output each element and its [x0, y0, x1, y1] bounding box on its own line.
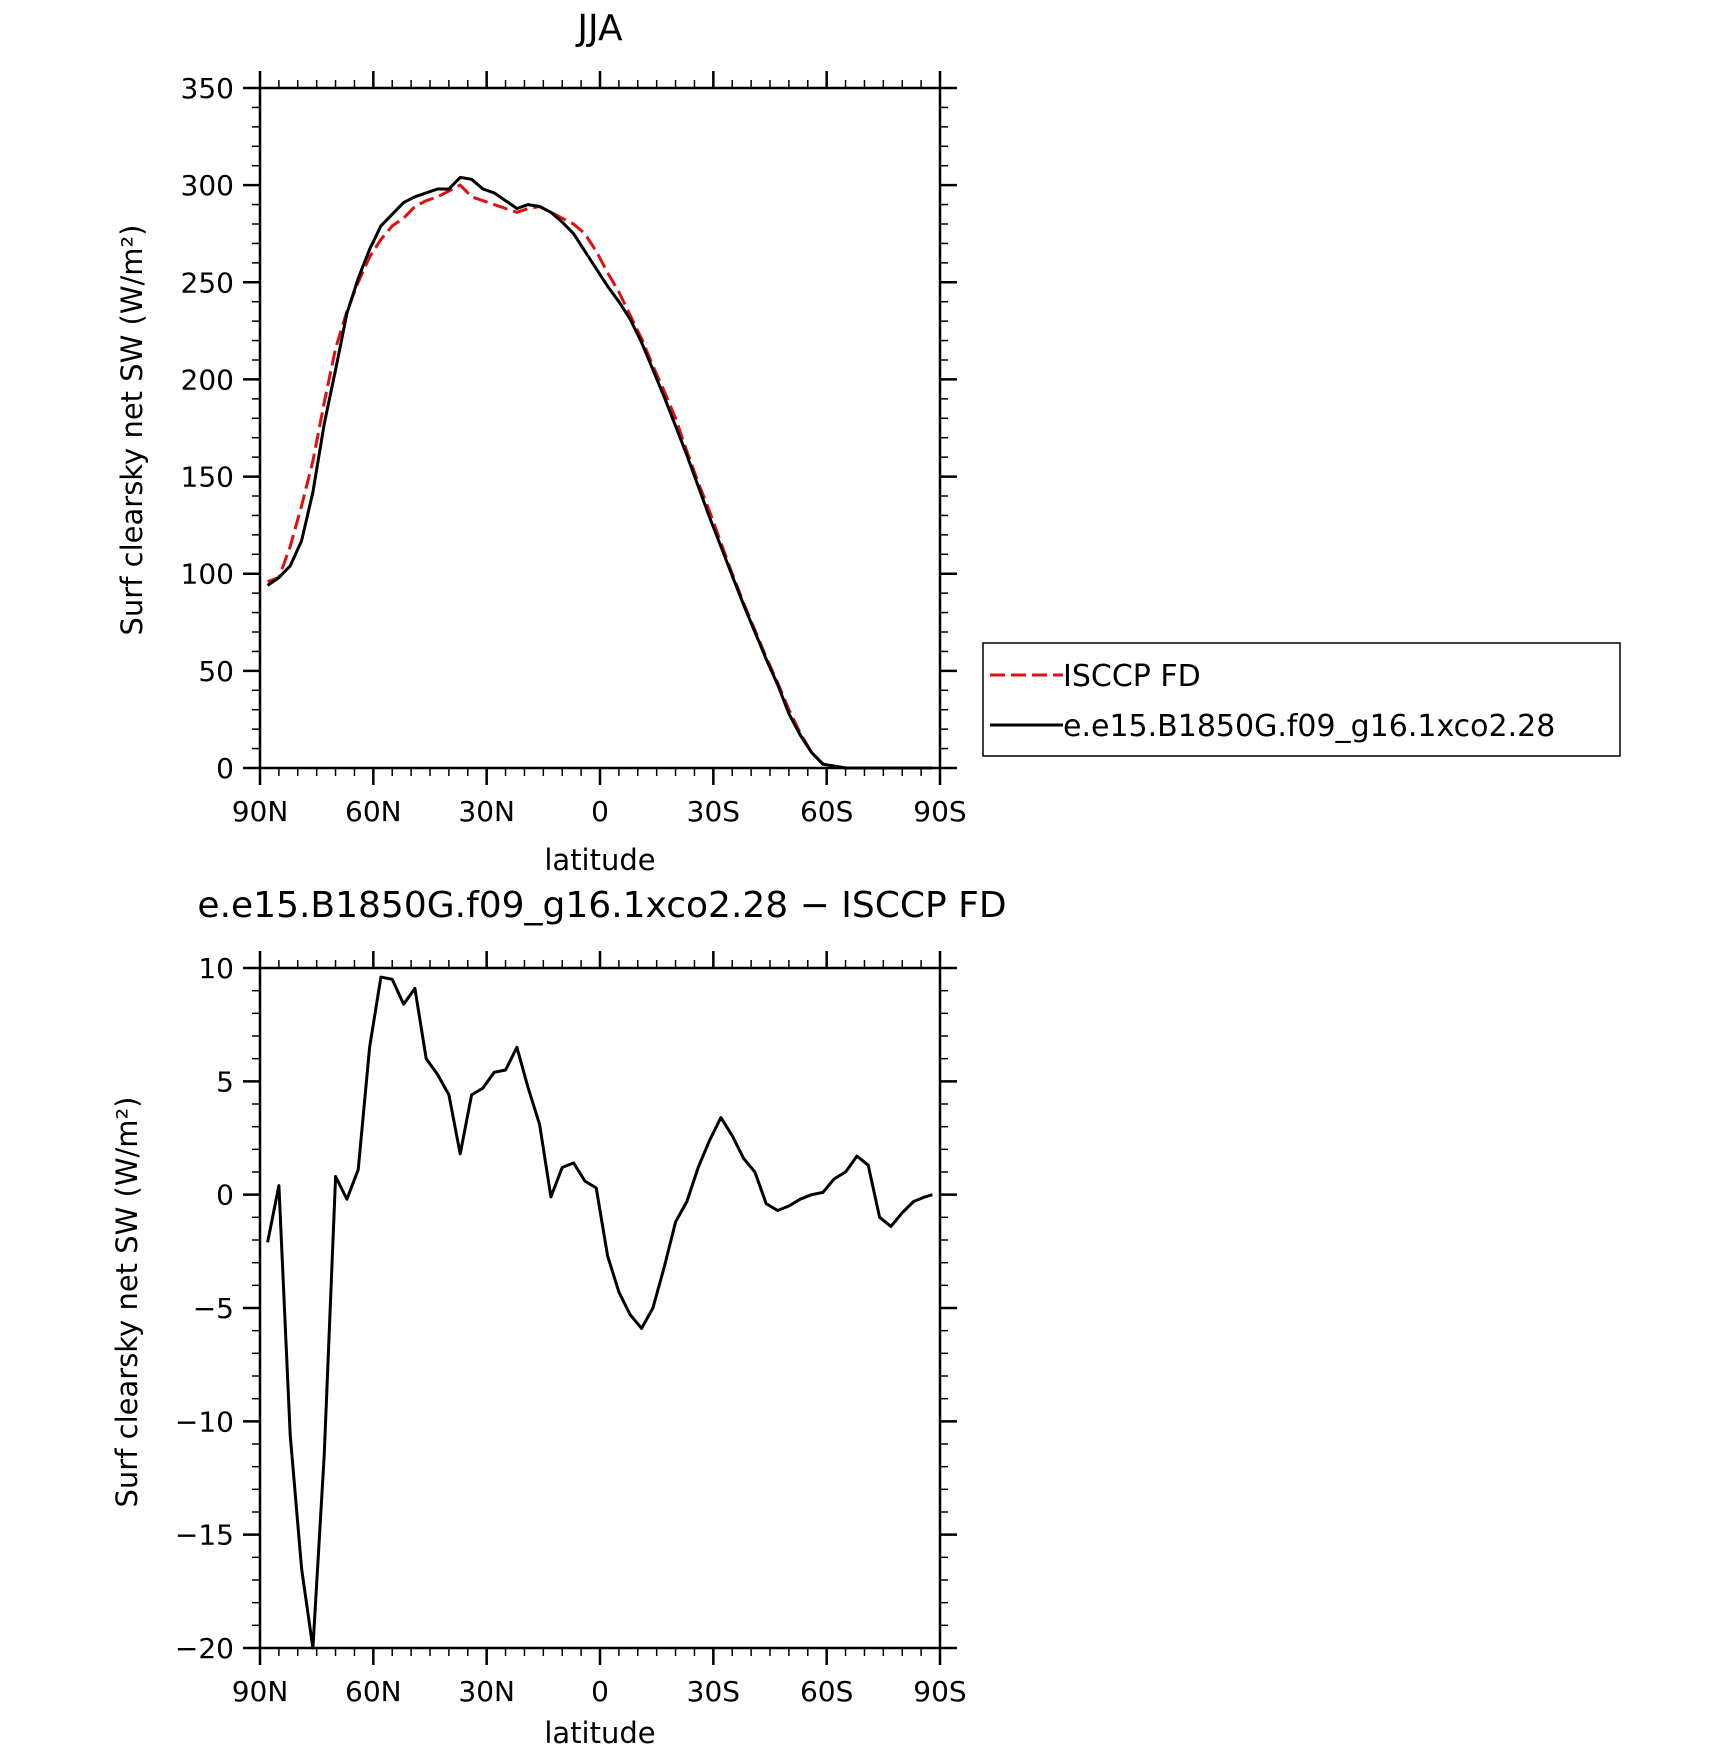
top-panel: JJA Surf clearsky net SW (W/m²) latitude…	[115, 8, 967, 877]
y-tick-label: 300	[181, 169, 234, 202]
y-tick-label: 250	[181, 266, 234, 299]
y-tick-label: −15	[175, 1519, 234, 1552]
bottom-plot-frame	[258, 966, 942, 1650]
bottom-panel: e.e15.B1850G.f09_g16.1xco2.28 − ISCCP FD…	[110, 885, 1007, 1745]
x-tick-label: 30N	[458, 1675, 515, 1708]
legend-label-isccp: ISCCP FD	[1063, 659, 1201, 694]
y-tick-label: 100	[181, 558, 234, 591]
x-tick-label: 90S	[913, 1675, 966, 1708]
series-line-model	[266, 175, 933, 770]
y-tick-label: 0	[216, 752, 234, 785]
x-tick-label: 90N	[232, 795, 289, 828]
x-tick-label: 60S	[800, 1675, 853, 1708]
bottom-series-lines	[266, 975, 933, 1650]
top-plot-frame	[258, 86, 942, 770]
x-tick-label: 0	[591, 1675, 609, 1708]
x-tick-label: 30S	[687, 1675, 740, 1708]
y-tick-label: 350	[181, 72, 234, 105]
top-series-lines	[266, 175, 933, 770]
top-x-axis-label: latitude	[544, 843, 655, 877]
bottom-chart-title: e.e15.B1850G.f09_g16.1xco2.28 − ISCCP FD	[197, 885, 1006, 926]
y-tick-label: 5	[216, 1065, 234, 1098]
top-chart-title: JJA	[575, 8, 623, 49]
y-tick-label: 150	[181, 461, 234, 494]
y-tick-label: −10	[175, 1405, 234, 1438]
bottom-x-axis-label: latitude	[544, 1716, 655, 1745]
legend: ISCCP FD e.e15.B1850G.f09_g16.1xco2.28	[982, 642, 1621, 757]
bottom-y-axis-label: Surf clearsky net SW (W/m²)	[110, 1097, 144, 1508]
y-tick-label: 50	[198, 655, 234, 688]
top-axis-ticks: 0 50 100 150 200 250 300 350 90N 60N 30N 0 30S 60S 90S	[181, 71, 967, 828]
series-line-difference	[266, 975, 933, 1650]
x-tick-label: 30N	[458, 795, 515, 828]
x-tick-label: 90N	[232, 1675, 289, 1708]
x-tick-label: 30S	[687, 795, 740, 828]
x-tick-label: 60S	[800, 795, 853, 828]
x-tick-label: 90S	[913, 795, 966, 828]
y-tick-label: −5	[193, 1292, 234, 1325]
y-tick-label: 10	[198, 952, 234, 985]
x-tick-label: 60N	[345, 1675, 402, 1708]
legend-box	[982, 642, 1621, 757]
bottom-axis-ticks: 10 5 0 −5 −10 −15 −20 90N 60N 30N 0 30S 60S 90S	[175, 951, 967, 1708]
x-tick-label: 60N	[345, 795, 402, 828]
legend-label-model: e.e15.B1850G.f09_g16.1xco2.28	[1063, 709, 1555, 744]
x-tick-label: 0	[591, 795, 609, 828]
y-tick-label: −20	[175, 1632, 234, 1665]
y-tick-label: 0	[216, 1179, 234, 1212]
y-tick-label: 200	[181, 363, 234, 396]
top-y-axis-label: Surf clearsky net SW (W/m²)	[115, 225, 149, 636]
